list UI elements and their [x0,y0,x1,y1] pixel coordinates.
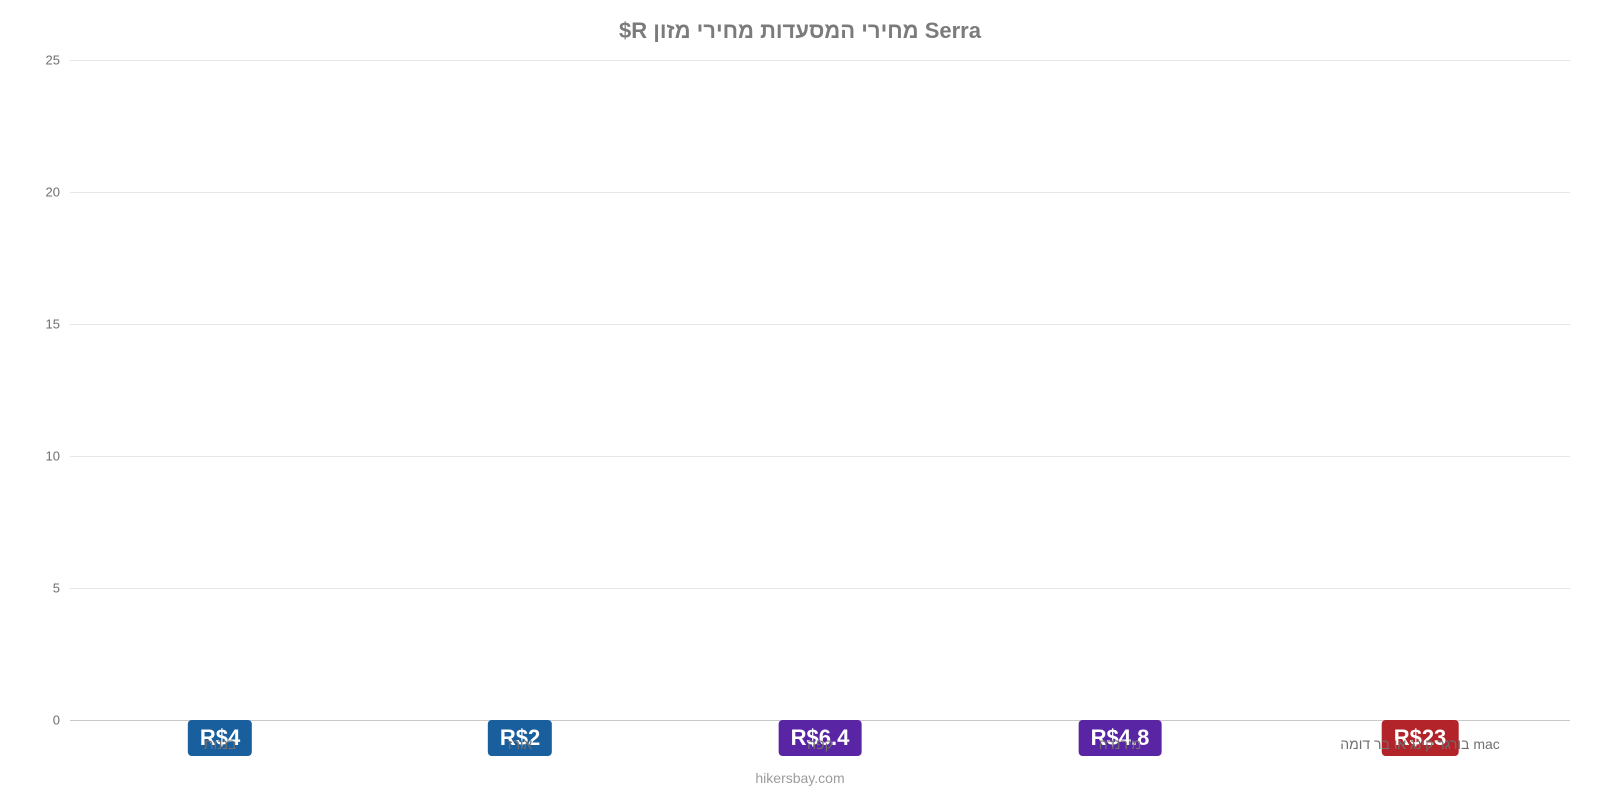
plot-region: 25 20 15 10 5 0 R$23 R$4.8 R$6.4 [70,60,1570,720]
x-tick-label: אורז [370,736,670,752]
x-tick-label: mac בורגר קינג או בר דומה [1270,736,1570,752]
y-tick-label: 0 [20,713,60,728]
x-tick-label: מירנדה [970,736,1270,752]
chart-title: Serra מחירי המסעדות מחירי מזון R$ [0,0,1600,44]
y-tick-label: 5 [20,581,60,596]
chart-area: 25 20 15 10 5 0 R$23 R$4.8 R$6.4 [70,60,1570,720]
credit-text: hikersbay.com [0,770,1600,786]
y-tick-label: 25 [20,53,60,68]
x-axis-labels: mac בורגר קינג או בר דומה מירנדה קפה אור… [70,736,1570,752]
y-tick-label: 20 [20,185,60,200]
y-tick-label: 15 [20,317,60,332]
x-tick-label: קפה [670,736,970,752]
y-tick-label: 10 [20,449,60,464]
x-tick-label: בננות [70,736,370,752]
bars-container: R$23 R$4.8 R$6.4 R$2 R$4 [70,60,1570,720]
